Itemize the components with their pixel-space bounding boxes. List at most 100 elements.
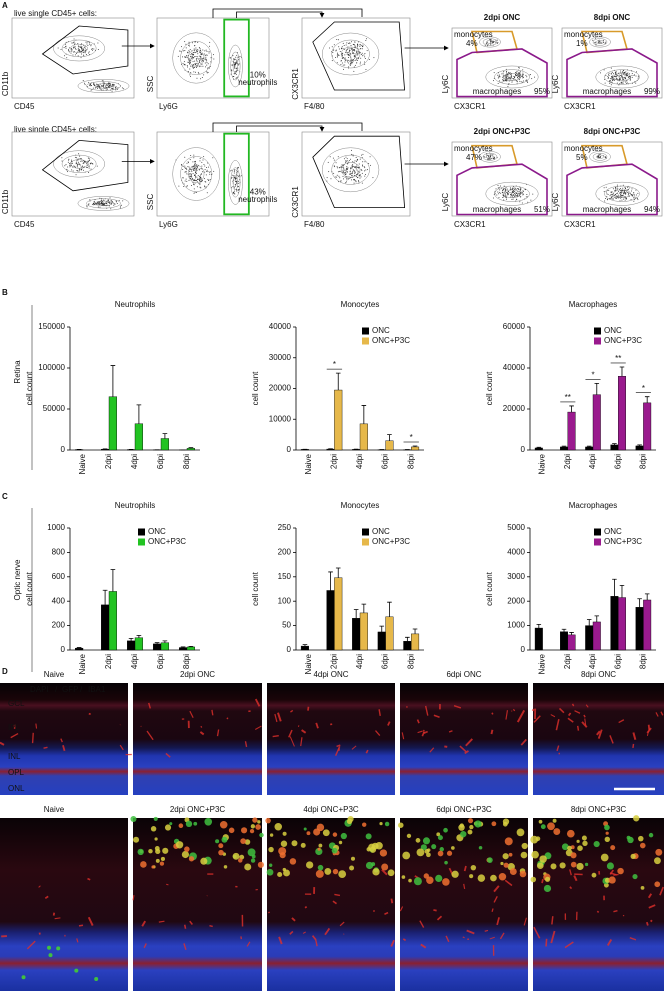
microglia-process xyxy=(558,707,565,714)
flow-contour xyxy=(340,46,361,62)
infiltrating-cell xyxy=(150,826,157,832)
flow-contour xyxy=(322,147,380,193)
flow-event xyxy=(521,192,523,194)
panel-label: B xyxy=(2,288,8,297)
flow-event xyxy=(352,155,354,157)
flow-event xyxy=(206,54,208,56)
flow-event xyxy=(344,172,346,174)
flow-event xyxy=(613,79,615,81)
infiltrating-cell xyxy=(154,846,160,851)
flow-event xyxy=(189,173,191,175)
stain-label: / xyxy=(55,685,58,694)
flow-event xyxy=(518,76,520,78)
flow-event xyxy=(232,174,234,176)
flow-event xyxy=(605,191,607,193)
flow-event xyxy=(356,51,358,53)
microglia-process xyxy=(659,886,664,896)
flow-event xyxy=(627,193,629,195)
flow-event xyxy=(187,161,189,163)
flow-event xyxy=(362,153,364,155)
flow-event xyxy=(336,176,338,178)
flow-event xyxy=(331,46,333,48)
infiltrating-cell xyxy=(384,821,390,827)
flow-event xyxy=(340,170,342,172)
infiltrating-cell xyxy=(379,822,383,826)
flow-event xyxy=(615,72,617,74)
y-tick-label: 400 xyxy=(52,596,66,605)
flow-event xyxy=(193,154,195,156)
flow-event xyxy=(353,182,355,184)
flow-event xyxy=(615,188,617,190)
flow-event xyxy=(594,42,596,44)
y-tick-label: 600 xyxy=(52,572,66,581)
flow-event xyxy=(201,180,203,182)
flow-event xyxy=(79,157,81,159)
microglia-process xyxy=(44,895,49,899)
flow-contour xyxy=(228,160,243,205)
flow-event xyxy=(634,194,636,196)
flow-event xyxy=(206,71,208,73)
flow-contour xyxy=(595,65,649,89)
flow-contour xyxy=(479,36,501,48)
infiltrating-cell xyxy=(502,853,509,860)
flow-event xyxy=(510,76,512,78)
flow-event xyxy=(342,64,344,66)
infiltrating-cell xyxy=(381,863,389,871)
flow-event xyxy=(620,74,622,76)
flow-event xyxy=(502,74,504,76)
microglia-process xyxy=(550,714,556,718)
flow-event xyxy=(354,167,356,169)
flow-event xyxy=(331,55,333,57)
flow-event xyxy=(510,75,512,77)
flow-event xyxy=(193,192,195,194)
legend-label: ONC+P3C xyxy=(604,336,642,345)
flow-event xyxy=(113,84,115,86)
flow-event xyxy=(202,57,204,59)
flow-event xyxy=(349,170,351,172)
microglia-process xyxy=(216,729,220,737)
flow-event xyxy=(620,190,622,192)
legend-swatch xyxy=(362,528,369,536)
microglia-process xyxy=(573,875,578,882)
bar xyxy=(334,577,343,651)
flow-event xyxy=(76,52,78,54)
flow-contour xyxy=(486,40,494,44)
flow-event xyxy=(512,187,514,189)
flow-event xyxy=(199,157,201,159)
bar xyxy=(635,445,644,451)
microglia-process xyxy=(315,722,319,729)
error-bar xyxy=(536,446,542,448)
infiltrating-cell xyxy=(530,835,539,844)
flow-event xyxy=(530,74,532,76)
bar xyxy=(100,604,110,651)
microglia-process xyxy=(556,745,560,752)
flow-event xyxy=(237,79,239,81)
flow-event xyxy=(191,58,193,60)
infiltrating-cell xyxy=(185,820,193,828)
flow-event xyxy=(74,156,76,158)
infiltrating-cell xyxy=(654,857,661,865)
infiltrating-cell xyxy=(137,848,144,856)
flow-event xyxy=(605,198,607,200)
flow-event xyxy=(622,72,624,74)
microglia-process xyxy=(277,712,282,722)
flow-event xyxy=(621,82,623,84)
flow-event xyxy=(621,199,623,201)
flow-event xyxy=(204,185,206,187)
microglia-process xyxy=(402,938,407,942)
flow-event xyxy=(337,39,339,41)
flow-event xyxy=(188,43,190,45)
y-tick-label: 50 xyxy=(282,621,291,630)
flow-event xyxy=(362,161,364,163)
flow-event xyxy=(77,43,79,45)
flow-event xyxy=(191,52,193,54)
flow-event xyxy=(620,191,622,193)
flow-event xyxy=(353,48,355,50)
y-axis-label: cell count xyxy=(251,571,260,606)
flow-event xyxy=(498,186,500,188)
bar xyxy=(618,376,626,451)
x-tick-label: 4dpi xyxy=(588,454,597,469)
flow-event xyxy=(115,86,117,88)
macrophage-label: macrophages xyxy=(473,205,521,214)
x-tick-label: 4dpi xyxy=(130,654,139,669)
